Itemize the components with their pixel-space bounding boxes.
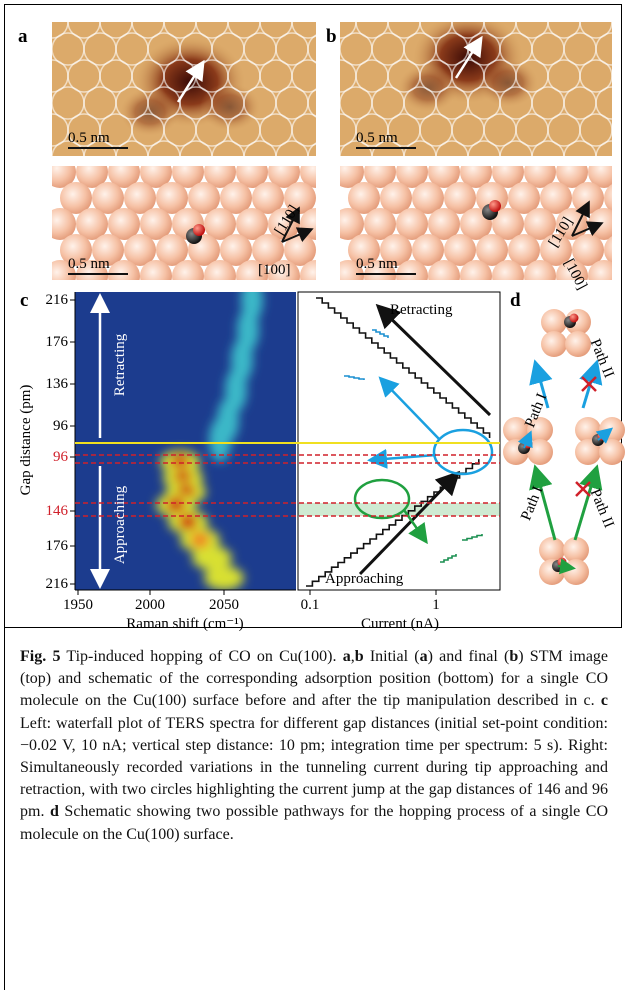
stm-image — [36, 6, 372, 173]
arrow — [360, 475, 456, 574]
y-tick-label: 136 — [46, 376, 69, 392]
page: a b c d 0.5 nm 0.5 nm [110] [100] 0.5 nm… — [0, 0, 626, 994]
caption-ref: d — [50, 803, 59, 820]
path-label: Path II — [587, 337, 617, 380]
atom-outline — [612, 60, 626, 92]
current-trace — [462, 534, 482, 540]
path-label: Path II — [587, 487, 617, 530]
cu-atom — [172, 260, 204, 292]
direction-label: [100] — [258, 262, 291, 278]
cu-atom — [428, 260, 460, 292]
heatmap-annotation: Retracting — [112, 333, 128, 396]
arrow — [382, 380, 440, 440]
cu-atom — [300, 260, 332, 292]
oxygen — [193, 224, 205, 236]
cu-atom — [604, 286, 626, 318]
cu-atom — [396, 260, 428, 292]
scale-bar-label: 0.5 nm — [356, 130, 398, 146]
x-tick-label: 1 — [432, 597, 440, 613]
caption-border — [4, 628, 5, 990]
caption-text: Initial ( — [364, 648, 420, 665]
caption-ref: b — [355, 648, 364, 665]
x-axis-title: Raman shift (cm⁻¹) — [126, 616, 243, 632]
cu-atom — [620, 260, 626, 292]
oxygen — [570, 314, 579, 323]
scale-bar-label: 0.5 nm — [68, 256, 110, 272]
caption-text: ) and final ( — [428, 648, 510, 665]
cu-atom — [620, 208, 626, 240]
current-trace — [344, 376, 364, 380]
y-tick-label: 96 — [53, 449, 69, 465]
y-tick-label: 216 — [46, 292, 69, 308]
highlight-circle — [434, 430, 492, 474]
scale-bar-label: 0.5 nm — [356, 256, 398, 272]
caption-ref: a — [420, 648, 428, 665]
cu-atom — [316, 286, 348, 318]
stm-image — [324, 6, 626, 173]
y-tick-label: 146 — [46, 503, 69, 519]
caption-text: Tip-induced hopping of CO on Cu(100). — [60, 648, 342, 665]
cu-atom — [476, 286, 508, 318]
path-label: Path I — [518, 484, 546, 523]
panel-label: b — [326, 26, 337, 47]
caption-ref: b — [509, 648, 518, 665]
panel-label: a — [18, 26, 28, 47]
current-trace — [316, 298, 490, 438]
caption-label: Fig. 5 — [20, 648, 60, 665]
cu-atom — [492, 260, 524, 292]
x-tick-label: 2000 — [135, 597, 165, 613]
x-axis-title: Current (nA) — [361, 616, 439, 632]
caption-text: Schematic showing two possible pathways … — [20, 803, 608, 842]
y-tick-label: 176 — [46, 538, 69, 554]
cu-atom — [541, 331, 567, 357]
atom-outline — [612, 114, 626, 146]
heatmap-signal — [191, 532, 209, 548]
panel-label: c — [20, 290, 28, 311]
cu-atom — [348, 286, 380, 318]
heatmap — [75, 278, 296, 590]
cu-atom — [588, 260, 620, 292]
cu-atom — [620, 156, 626, 188]
cu-atom — [524, 260, 556, 292]
caption-ref: a — [343, 648, 351, 665]
cu-atom — [348, 286, 380, 318]
heatmap-signal — [204, 566, 244, 590]
current-frame — [298, 292, 500, 590]
current-trace — [372, 330, 388, 338]
figure: a b c d 0.5 nm 0.5 nm [110] [100] 0.5 nm… — [0, 0, 626, 636]
cu-atom — [204, 260, 236, 292]
cu-atom — [460, 260, 492, 292]
x-tick-label: 2050 — [209, 597, 239, 613]
x-tick-label: 0.1 — [301, 597, 320, 613]
panel-label: d — [510, 290, 521, 311]
cu-atom — [140, 260, 172, 292]
current-trace — [440, 554, 456, 562]
oxygen — [489, 200, 501, 212]
caption: Fig. 5 Tip-induced hopping of CO on Cu(1… — [20, 646, 608, 846]
plot-annotation: Retracting — [390, 302, 453, 318]
plot-annotation: Approaching — [325, 571, 404, 587]
surface-schematic — [332, 156, 626, 318]
scale-bar-label: 0.5 nm — [68, 130, 110, 146]
cu-atom — [108, 260, 140, 292]
caption-ref: c — [601, 692, 608, 709]
y-tick-label: 96 — [53, 418, 69, 434]
figure-page: a b c d 0.5 nm 0.5 nm [110] [100] 0.5 nm… — [0, 0, 626, 994]
y-tick-label: 216 — [46, 576, 69, 592]
y-axis-title: Gap distance (pm) — [18, 385, 34, 496]
cu-atom — [565, 331, 591, 357]
y-tick-label: 176 — [46, 334, 69, 350]
heatmap-annotation: Approaching — [112, 485, 128, 564]
atom-outline — [612, 6, 626, 38]
cu-atom — [563, 559, 589, 585]
x-tick-label: 1950 — [63, 597, 93, 613]
